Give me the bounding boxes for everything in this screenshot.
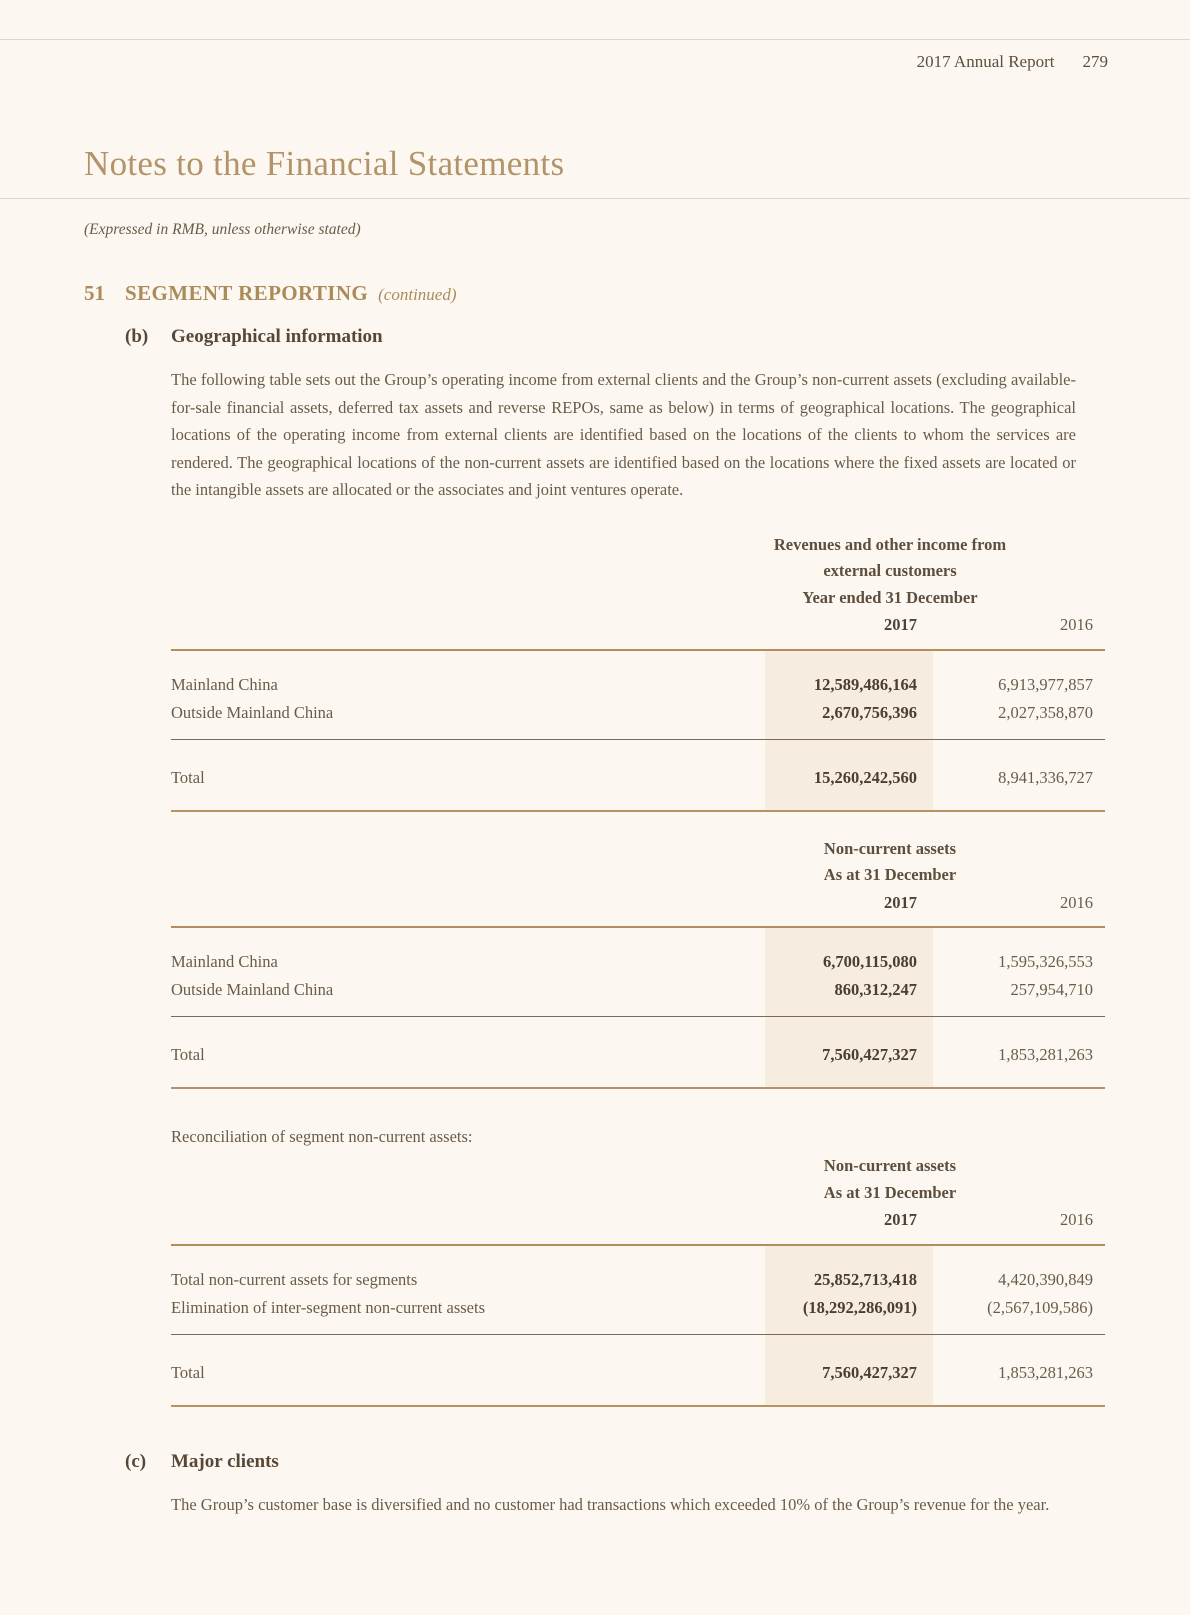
- section-title: SEGMENT REPORTING: [125, 281, 369, 305]
- top-divider: [0, 0, 1190, 40]
- value-2017: 860,312,247: [834, 980, 918, 999]
- table-body: Total non-current assets for segments 25…: [171, 1245, 1105, 1407]
- highlight-column-band: [765, 928, 933, 1087]
- value-2017: 7,560,427,327: [822, 1362, 917, 1382]
- value-2017: 25,852,713,418: [813, 1269, 917, 1289]
- title-divider: [0, 198, 1190, 199]
- subsection-c-label: (c): [125, 1450, 147, 1472]
- row-label: Elimination of inter-segment non-current…: [171, 1297, 485, 1317]
- value-2016: 8,941,336,727: [998, 767, 1093, 787]
- year-2016-header: 2016: [1060, 1210, 1093, 1229]
- table-row: Outside Mainland China 2,670,756,396 2,0…: [171, 699, 1105, 727]
- table-header: Non-current assets As at 31 December 201…: [171, 836, 1105, 928]
- table-header-line: Revenues and other income from: [773, 534, 1007, 554]
- table-row: Mainland China 6,700,115,080 1,595,326,5…: [171, 948, 1105, 976]
- section-continued-label: (continued): [378, 285, 457, 304]
- section-heading: 51 SEGMENT REPORTING (continued): [84, 281, 1190, 306]
- value-2017: 2,670,756,396: [822, 702, 917, 722]
- row-label: Total: [171, 1362, 205, 1382]
- subsection-c-paragraph: The Group’s customer base is diversified…: [171, 1494, 1050, 1514]
- reconciliation-table: Non-current assets As at 31 December 201…: [171, 1153, 1105, 1407]
- highlight-column-band: [765, 650, 933, 810]
- year-2017-header: 2017: [884, 1210, 917, 1229]
- year-2016-header: 2016: [1060, 615, 1093, 634]
- row-label: Total: [171, 767, 205, 787]
- subsection-b-heading: (b) Geographical information: [125, 326, 1190, 348]
- table-header-line: Non-current assets: [823, 838, 957, 858]
- table-header: Non-current assets As at 31 December 201…: [171, 1153, 1105, 1246]
- value-2016: (2,567,109,586): [987, 1297, 1093, 1317]
- page-subtitle: (Expressed in RMB, unless otherwise stat…: [84, 221, 361, 238]
- year-2016-header: 2016: [1060, 892, 1093, 912]
- value-2016: 1,853,281,263: [998, 1362, 1093, 1382]
- total-row: Total 7,560,427,327 1,853,281,263: [171, 1041, 1105, 1069]
- total-row: Total 7,560,427,327 1,853,281,263: [171, 1359, 1105, 1387]
- subsection-c-title: Major clients: [171, 1450, 279, 1472]
- row-label: Total non-current assets for segments: [171, 1269, 418, 1289]
- value-2017: (18,292,286,091): [802, 1297, 917, 1317]
- value-2017: 7,560,427,327: [822, 1045, 917, 1064]
- subsection-b-label: (b): [125, 326, 149, 347]
- subtotal-divider: [171, 1016, 1105, 1017]
- total-row: Total 15,260,242,560 8,941,336,727: [171, 764, 1105, 792]
- report-name-label: 2017 Annual Report: [916, 52, 1055, 71]
- year-columns-row: 2017 2016: [171, 889, 1105, 927]
- table-header-line: As at 31 December: [823, 1182, 957, 1202]
- row-label: Outside Mainland China: [171, 980, 334, 999]
- table-row: Outside Mainland China 860,312,247 257,9…: [171, 976, 1105, 1004]
- page-header: 2017 Annual Report 279: [0, 40, 1190, 72]
- row-label: Mainland China: [171, 674, 278, 694]
- value-2017: 12,589,486,164: [813, 674, 917, 694]
- row-label: Outside Mainland China: [171, 702, 334, 722]
- subsection-c-heading: (c) Major clients: [125, 1451, 1190, 1473]
- value-2017: 15,260,242,560: [813, 767, 917, 787]
- revenues-table: Revenues and other income from external …: [171, 532, 1105, 812]
- table-row: Total non-current assets for segments 25…: [171, 1266, 1105, 1294]
- table-row: Elimination of inter-segment non-current…: [171, 1294, 1105, 1322]
- table-header-line: As at 31 December: [823, 865, 957, 884]
- table-header-line: external customers: [823, 561, 957, 580]
- value-2017: 6,700,115,080: [823, 952, 917, 971]
- page-title: Notes to the Financial Statements: [84, 144, 565, 183]
- year-2017-header: 2017: [884, 892, 917, 912]
- table-row: Mainland China 12,589,486,164 6,913,977,…: [171, 671, 1105, 699]
- table-body: Mainland China 6,700,115,080 1,595,326,5…: [171, 928, 1105, 1089]
- non-current-assets-table: Non-current assets As at 31 December 201…: [171, 836, 1105, 1089]
- value-2016: 2,027,358,870: [998, 702, 1093, 722]
- value-2016: 6,913,977,857: [998, 674, 1093, 694]
- row-label: Mainland China: [171, 952, 278, 971]
- section-number: 51: [84, 281, 105, 305]
- subsection-b-paragraph: The following table sets out the Group’s…: [171, 370, 1076, 499]
- table-header: Revenues and other income from external …: [171, 532, 1105, 651]
- table-header-line: Year ended 31 December: [802, 587, 978, 607]
- value-2016: 4,420,390,849: [998, 1269, 1093, 1289]
- year-2017-header: 2017: [884, 615, 917, 634]
- year-columns-row: 2017 2016: [171, 611, 1105, 649]
- table-body: Mainland China 12,589,486,164 6,913,977,…: [171, 650, 1105, 812]
- subsection-b-title: Geographical information: [171, 326, 383, 347]
- value-2016: 257,954,710: [1010, 980, 1094, 999]
- table-header-line: Non-current assets: [823, 1156, 957, 1175]
- reconciliation-label: Reconciliation of segment non-current as…: [171, 1127, 473, 1146]
- value-2016: 1,853,281,263: [998, 1045, 1093, 1064]
- row-label: Total: [171, 1045, 205, 1064]
- subtotal-divider: [171, 1333, 1105, 1335]
- year-columns-row: 2017 2016: [171, 1206, 1105, 1244]
- page-number: 279: [1082, 52, 1109, 71]
- highlight-column-band: [765, 1245, 933, 1405]
- value-2016: 1,595,326,553: [998, 952, 1093, 971]
- subtotal-divider: [171, 738, 1105, 740]
